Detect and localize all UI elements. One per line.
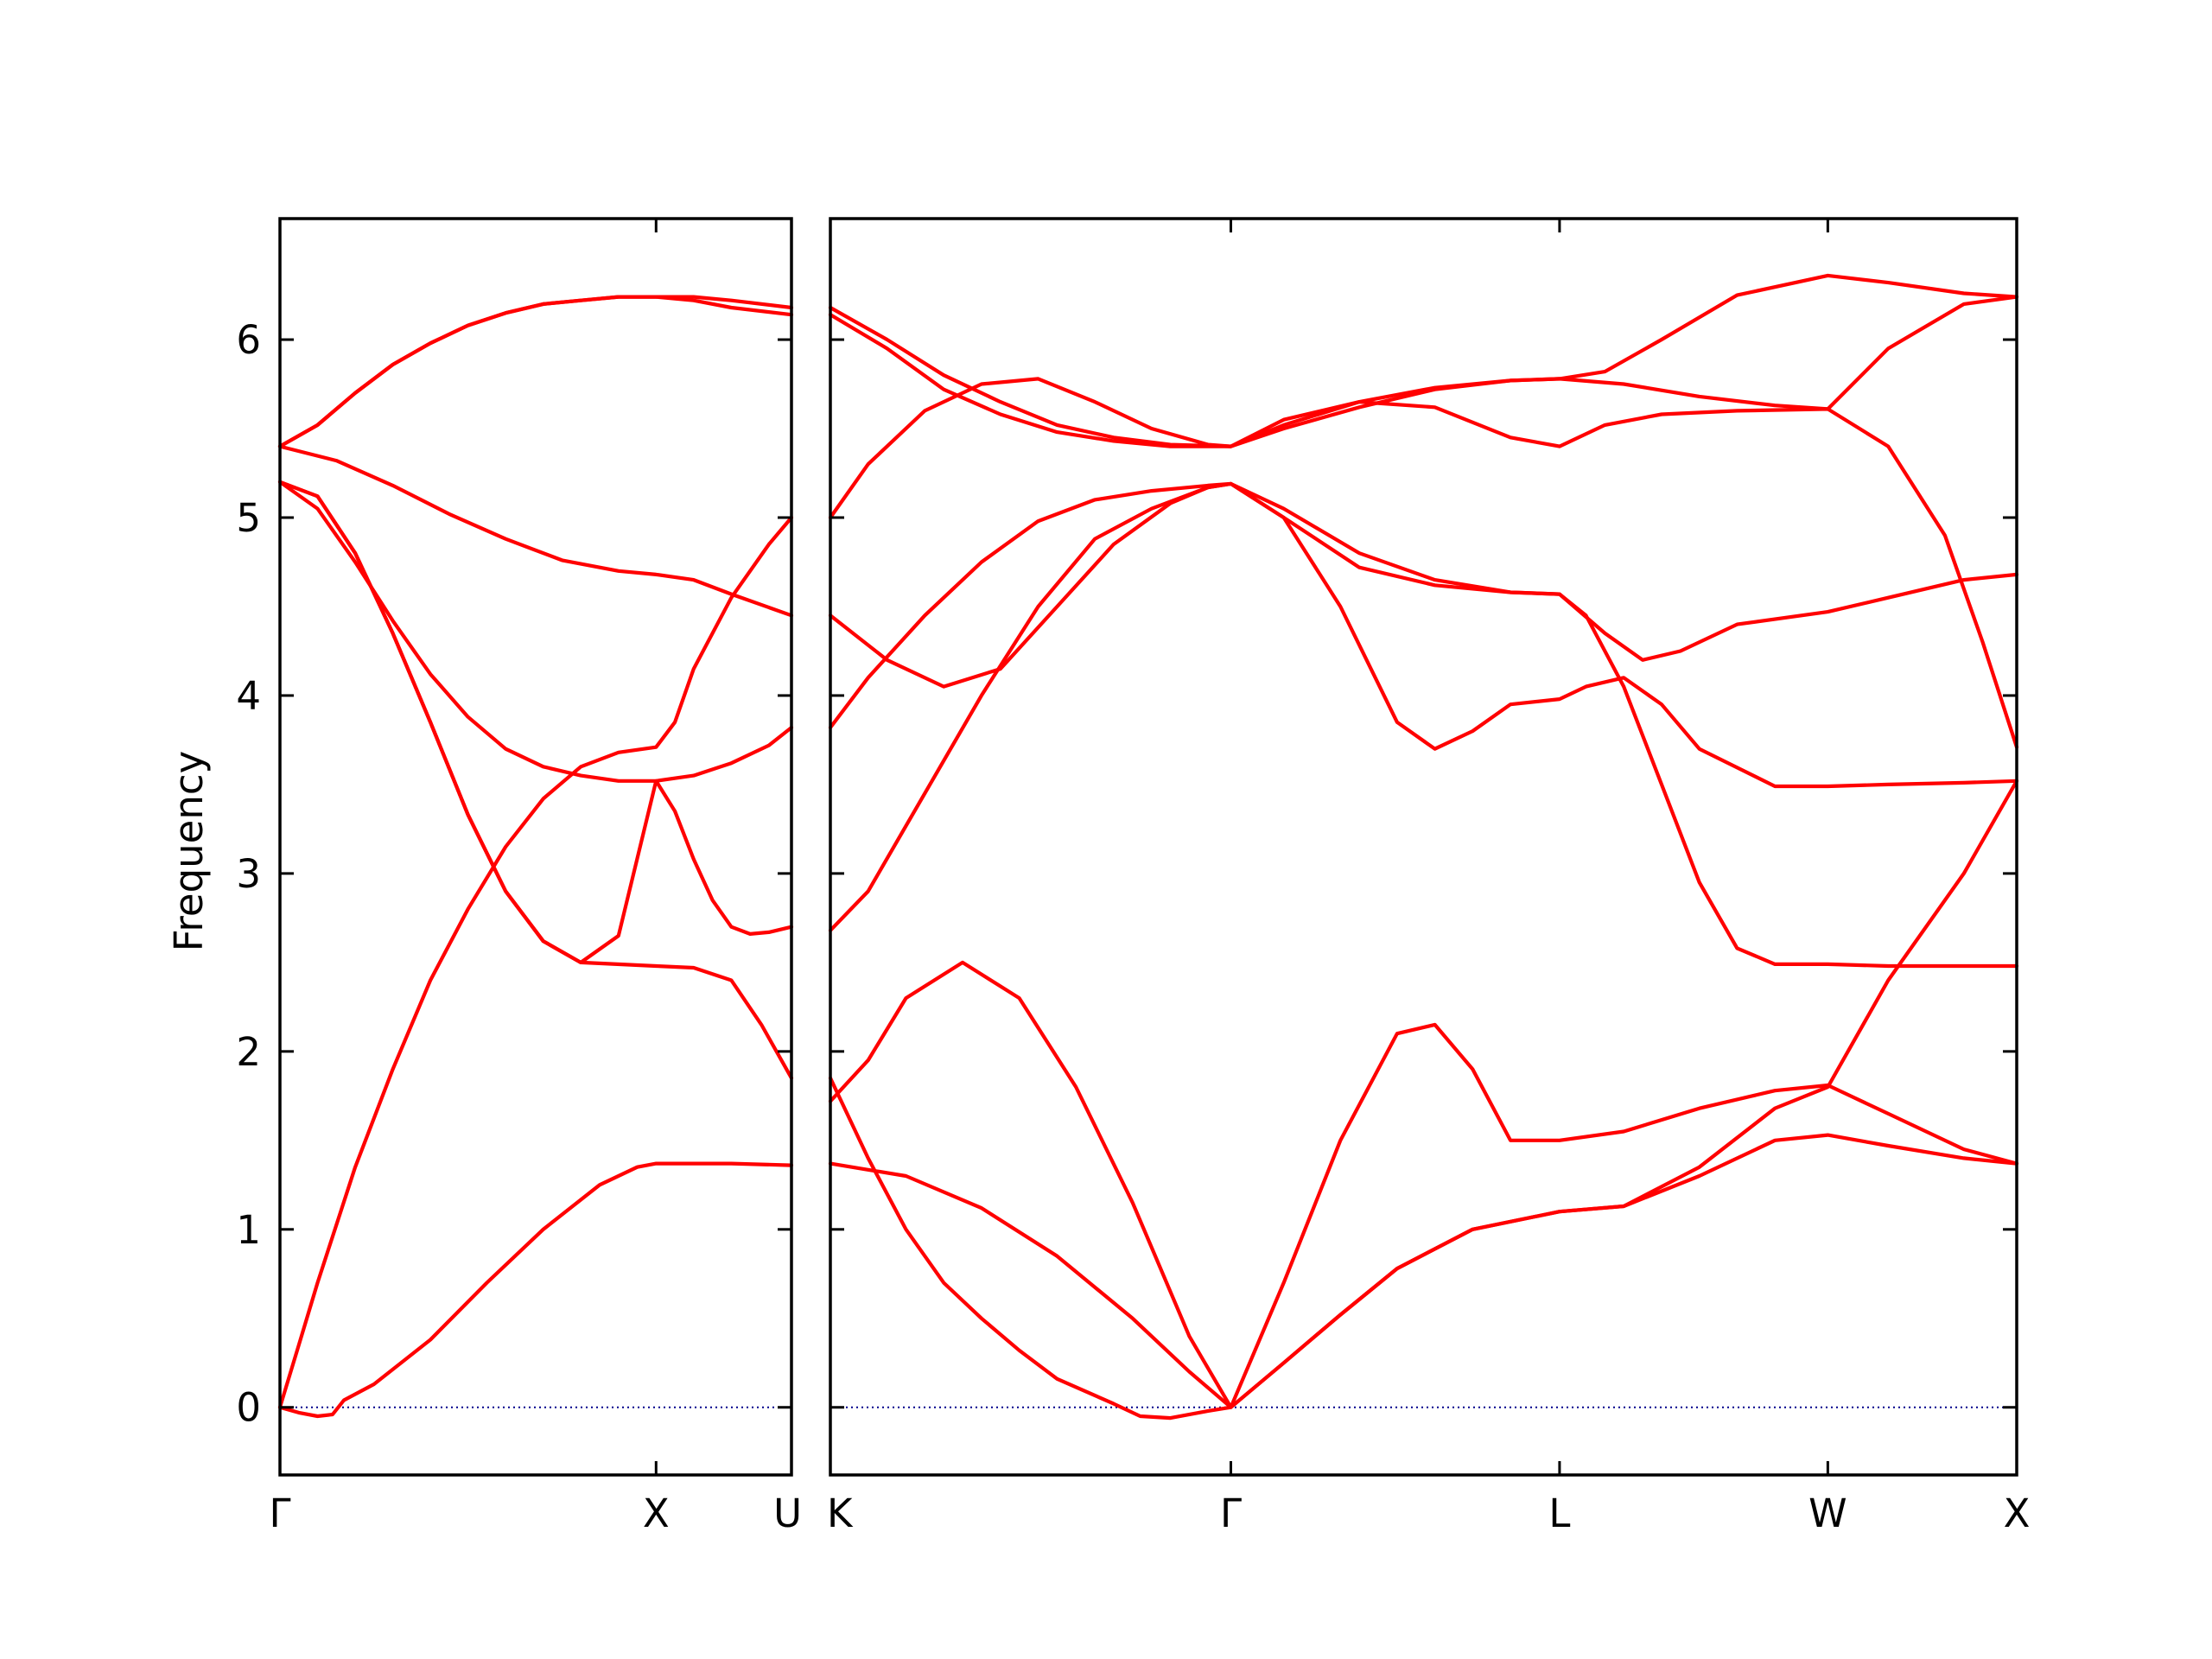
y-tick-label: 6 (236, 317, 261, 363)
panel-frame (829, 217, 2018, 1477)
x-tick-label: Γ (269, 1491, 290, 1536)
y-tick-label: 2 (236, 1029, 261, 1075)
x-tick-label: W (1808, 1491, 1847, 1536)
x-tick-label: X (2004, 1491, 2031, 1536)
phonon-band-1-2 (277, 515, 794, 1409)
y-tick-label: 4 (236, 673, 261, 719)
phonon-band-1-1 (277, 1161, 794, 1419)
x-tick-label: Γ (1220, 1491, 1242, 1536)
phonon-band-1-8 (277, 480, 794, 964)
x-tick-label: U (773, 1491, 802, 1536)
x-tick-label: L (1548, 1491, 1570, 1536)
y-axis-label: Frequency (166, 751, 212, 951)
phonon-band-2-2 (828, 779, 2019, 1409)
phonon-band-1-3 (277, 480, 794, 1080)
y-axis-ticks: 0 1 2 3 4 5 6 (236, 317, 261, 1431)
y-tick-label: 1 (236, 1207, 261, 1253)
phonon-band-1-6 (277, 295, 794, 448)
phonon-band-2-4 (828, 481, 2019, 932)
phonon-band-1-5 (277, 444, 794, 618)
phonon-band-2-7 (828, 377, 2019, 749)
phonon-band-2-8 (828, 295, 2019, 448)
phonon-band-1-7 (277, 295, 794, 448)
panel-frame (278, 217, 793, 1477)
y-tick-label: 3 (236, 851, 261, 897)
y-tick-label: 5 (236, 495, 261, 541)
phonon-band-2-3 (828, 960, 2019, 1409)
phonon-band-2-1 (828, 1076, 2019, 1421)
phonon-band-2-5 (828, 481, 2019, 969)
y-tick-label: 0 (236, 1385, 261, 1431)
x-tick-label: K (827, 1491, 854, 1536)
x-tick-label: X (643, 1491, 670, 1536)
phonon-band-2-6 (828, 481, 2019, 689)
phonon-band-2-9 (828, 273, 2019, 448)
